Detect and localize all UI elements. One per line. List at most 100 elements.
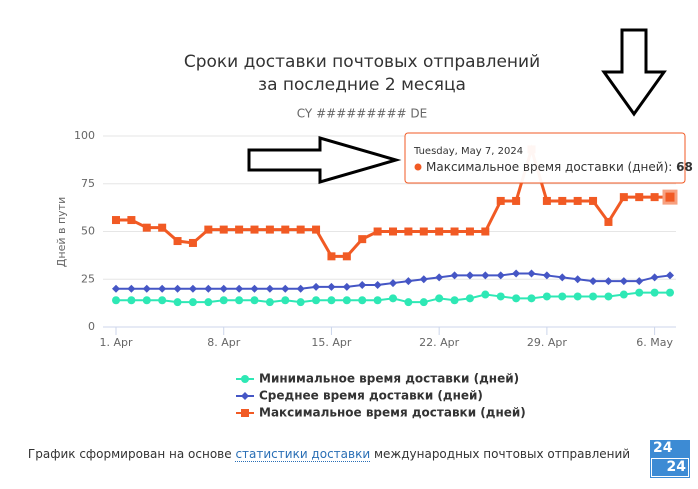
point — [312, 225, 321, 234]
point — [358, 296, 367, 305]
point — [358, 235, 367, 244]
footer-link[interactable]: статистики доставки — [235, 447, 371, 462]
point — [435, 294, 444, 303]
point — [662, 189, 678, 205]
point — [250, 284, 259, 293]
point — [542, 271, 551, 280]
point — [435, 227, 444, 236]
legend-marker — [241, 392, 249, 400]
point — [296, 298, 305, 307]
tooltip-value: 68 — [676, 160, 693, 174]
point — [512, 269, 521, 278]
footer-text: График сформирован на основе — [27, 447, 232, 461]
point — [419, 275, 428, 284]
chart-title: Сроки доставки почтовых отправлений — [184, 52, 540, 72]
point — [450, 227, 459, 236]
arrow-right — [247, 136, 402, 184]
point — [265, 298, 274, 307]
point — [619, 193, 628, 202]
point — [465, 294, 474, 303]
point — [188, 284, 197, 293]
point — [219, 284, 228, 293]
point — [188, 298, 197, 307]
legend-label: Среднее время доставки (дней) — [259, 389, 483, 403]
legend-marker — [241, 375, 249, 383]
point — [635, 288, 644, 297]
tooltip-series: Максимальное время доставки (дней) — [426, 160, 668, 174]
point — [435, 273, 444, 282]
point — [265, 225, 274, 234]
point — [127, 284, 136, 293]
point — [265, 284, 274, 293]
point — [496, 196, 505, 205]
y-tick-label: 0 — [88, 320, 95, 333]
x-tick-label: 22. Apr — [419, 336, 459, 349]
x-tick-label: 1. Apr — [99, 336, 132, 349]
point — [373, 296, 382, 305]
legend-item: Максимальное время доставки (дней) — [236, 406, 526, 420]
legend-item: Среднее время доставки (дней) — [236, 389, 483, 403]
point — [650, 193, 659, 202]
point — [650, 273, 659, 282]
point — [527, 294, 536, 303]
tooltip-box — [404, 132, 686, 184]
point — [589, 277, 598, 286]
point — [496, 271, 505, 280]
point — [342, 296, 351, 305]
point — [450, 296, 459, 305]
logo-text: 24 — [651, 458, 689, 477]
point — [142, 223, 151, 232]
point — [250, 296, 259, 305]
point — [250, 225, 259, 234]
point — [312, 296, 321, 305]
point — [542, 196, 551, 205]
point — [389, 294, 397, 303]
point — [558, 273, 567, 282]
legend-marker — [241, 409, 249, 417]
point — [281, 284, 290, 293]
tooltip-text: Максимальное время доставки (дней): 68 — [426, 160, 693, 174]
point — [481, 227, 490, 236]
point — [635, 277, 644, 286]
point — [481, 271, 490, 280]
point — [481, 290, 490, 299]
point — [419, 227, 428, 236]
point — [404, 298, 413, 307]
point — [296, 284, 305, 293]
point — [419, 298, 428, 307]
plot: 0 25 50 75 100 1. Apr 8. Apr 15. Apr 22. Apr 29. … — [74, 129, 678, 349]
point — [204, 225, 213, 234]
y-tick-label: 100 — [74, 129, 95, 142]
point — [666, 271, 674, 280]
point — [358, 280, 367, 289]
point — [158, 284, 167, 293]
legend-label: Максимальное время доставки (дней) — [259, 406, 526, 420]
point — [327, 282, 336, 291]
point — [327, 296, 336, 305]
logo[interactable]: 24 24 — [650, 440, 690, 478]
point — [496, 292, 505, 301]
point — [281, 296, 290, 305]
point — [342, 252, 351, 261]
point — [542, 292, 551, 301]
point — [635, 193, 644, 202]
point — [219, 225, 228, 234]
logo-text: 24 — [653, 440, 673, 456]
chart-subtitle: CY ######### DE — [297, 107, 427, 121]
point — [235, 284, 244, 293]
point — [465, 227, 474, 236]
point — [389, 227, 397, 236]
point — [558, 196, 567, 205]
point — [173, 237, 182, 246]
point — [558, 292, 567, 301]
x-tick-label: 29. Apr — [527, 336, 567, 349]
point — [112, 284, 120, 293]
point — [589, 196, 598, 205]
point — [112, 216, 120, 225]
x-tick-label: 6. May — [636, 336, 673, 349]
point — [404, 277, 413, 286]
point — [158, 223, 167, 232]
tooltip: Tuesday, May 7, 2024 Максимальное время … — [404, 132, 693, 184]
